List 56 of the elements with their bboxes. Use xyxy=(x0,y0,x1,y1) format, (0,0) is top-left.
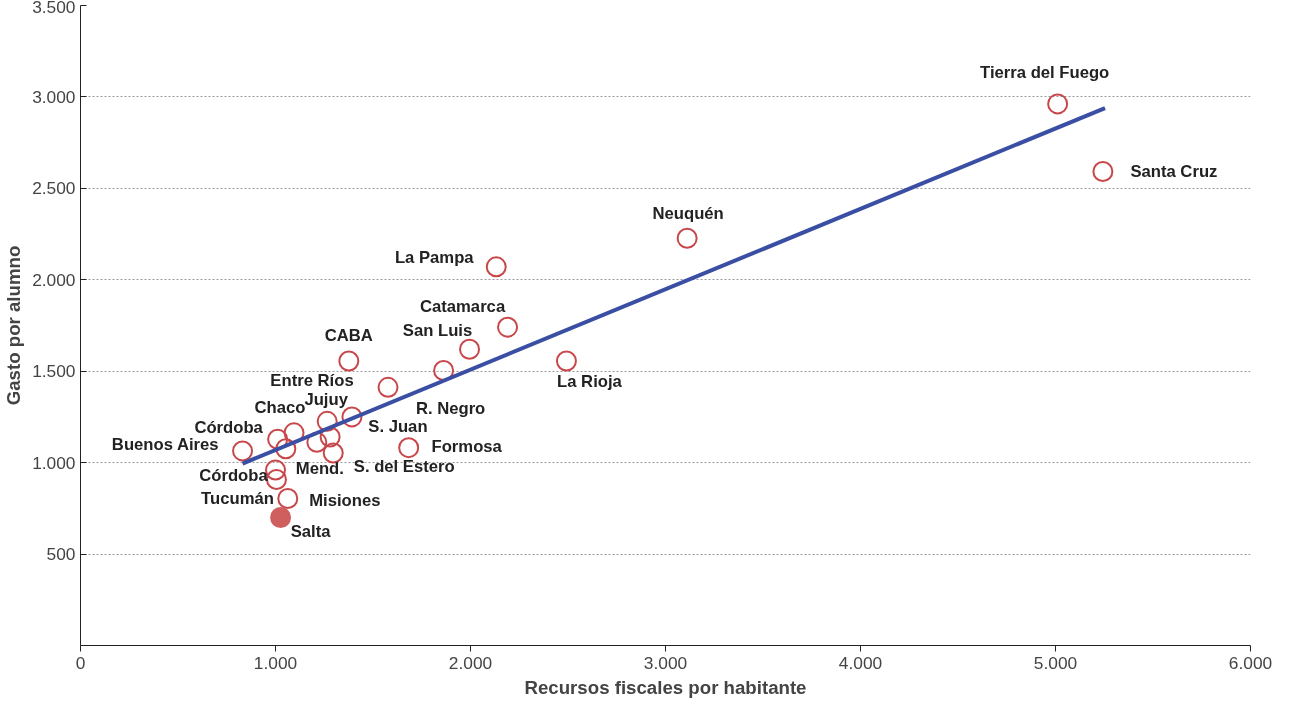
data-label: Jujuy xyxy=(304,389,349,409)
x-tick-label: 1.000 xyxy=(253,652,298,673)
point xyxy=(459,338,481,360)
point xyxy=(398,437,420,459)
point xyxy=(267,428,289,450)
point xyxy=(341,406,363,428)
data-label: Tucumán xyxy=(201,488,274,508)
x-tick-label: 5.000 xyxy=(1033,652,1078,673)
y-tick-label: 3.500 xyxy=(32,0,76,17)
data-label: La Pampa xyxy=(394,248,475,268)
data-label: Tierra del Fuego xyxy=(980,63,1110,83)
x-tick-label: 2.000 xyxy=(448,652,493,673)
data-label: Misiones xyxy=(309,490,381,510)
point xyxy=(1092,161,1114,183)
data-label: Entre Ríos xyxy=(270,370,354,390)
data-label: Salta xyxy=(290,522,332,541)
point xyxy=(676,227,698,249)
x-tick-label: 3.000 xyxy=(643,652,688,673)
data-label: S. Juan xyxy=(368,417,428,437)
y-tick-label: 2.500 xyxy=(32,178,76,199)
data-label: Córdoba xyxy=(194,417,264,437)
point xyxy=(232,440,254,462)
data-label: Mend. xyxy=(295,459,344,479)
data-label: San Luis xyxy=(402,320,473,340)
data-label: Neuquén xyxy=(652,203,724,223)
point xyxy=(275,438,297,460)
data-label: La Rioja xyxy=(557,372,623,392)
y-tick-label: 1.000 xyxy=(32,452,76,473)
point xyxy=(277,488,299,509)
point xyxy=(485,256,507,278)
y-tick-label: 3.000 xyxy=(32,86,76,107)
data-label: Chaco xyxy=(254,398,306,418)
x-tick-label: 0 xyxy=(75,652,86,673)
x-tick-label: 6.000 xyxy=(1228,652,1273,673)
data-label: S. del Estero xyxy=(353,457,455,477)
point xyxy=(322,442,344,464)
y-tick-label: 2.000 xyxy=(32,269,76,290)
data-label: Formosa xyxy=(431,437,503,457)
point xyxy=(497,316,519,338)
point xyxy=(433,360,455,381)
x-tick-label: 4.000 xyxy=(838,652,883,673)
data-label: Santa Cruz xyxy=(1130,162,1218,182)
point xyxy=(338,350,360,372)
y-tick-label: 1.500 xyxy=(32,361,76,382)
point xyxy=(555,350,577,372)
data-label: CABA xyxy=(324,326,373,346)
point xyxy=(316,410,338,432)
point xyxy=(377,376,399,398)
y-tick-label: 500 xyxy=(46,544,76,565)
point xyxy=(270,507,292,528)
y-axis-title: Gasto por alumno xyxy=(3,245,25,406)
data-label: Catamarca xyxy=(419,296,506,316)
point xyxy=(1047,93,1069,115)
x-axis-title: Recursos fiscales por habitante xyxy=(524,676,807,698)
data-label: Buenos Aires xyxy=(111,435,219,455)
data-label: R. Negro xyxy=(415,398,486,418)
